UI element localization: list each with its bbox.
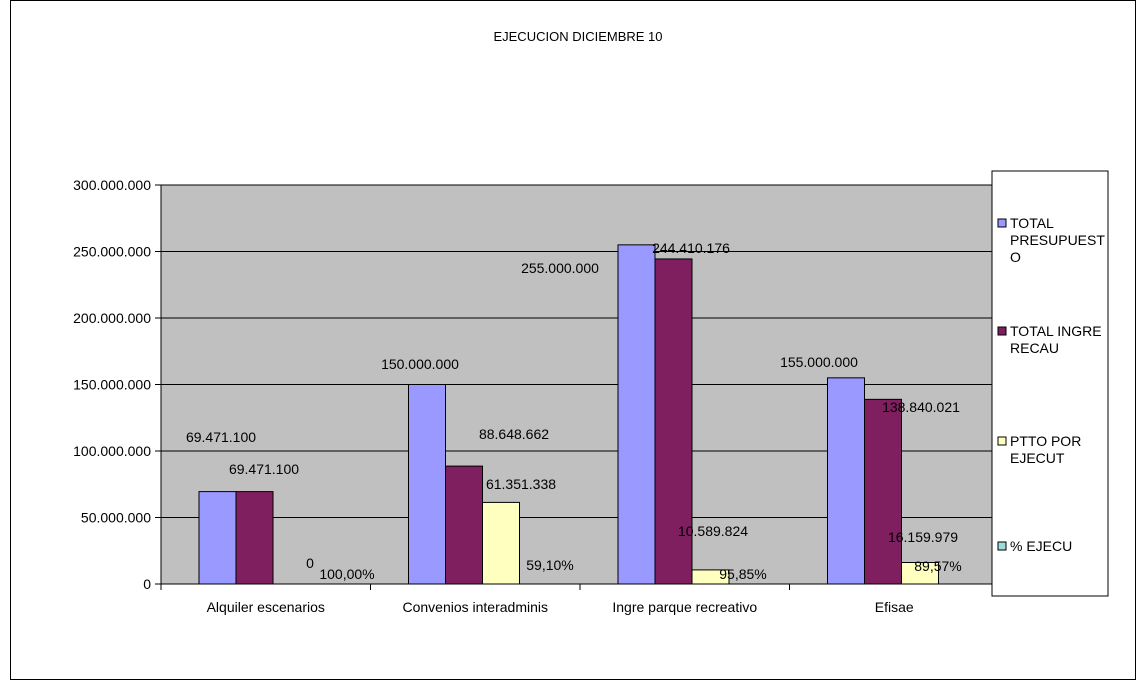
data-label: 16.159.979 bbox=[888, 529, 958, 545]
y-tick-label: 50.000.000 bbox=[81, 510, 151, 526]
data-label: 244.410.176 bbox=[652, 240, 730, 256]
data-label: 150.000.000 bbox=[381, 356, 459, 372]
legend-label: O bbox=[1010, 249, 1021, 265]
category-label: Alquiler escenarios bbox=[207, 599, 325, 615]
data-label: 95,85% bbox=[719, 566, 766, 582]
bar bbox=[617, 244, 656, 585]
y-tick-label: 100.000.000 bbox=[73, 443, 151, 459]
data-label: 0 bbox=[306, 555, 314, 571]
chart-frame: EJECUCION DICIEMBRE 10 0 50.000.000 100.00… bbox=[10, 0, 1136, 680]
legend-swatch bbox=[997, 436, 1007, 446]
data-label: 61.351.338 bbox=[486, 476, 556, 492]
y-tick-label: 150.000.000 bbox=[73, 377, 151, 393]
data-label: 88.648.662 bbox=[479, 426, 549, 442]
y-tick-label: 300.000.000 bbox=[73, 177, 151, 193]
legend-swatch bbox=[997, 541, 1007, 551]
legend-label: PTTO POR bbox=[1010, 433, 1081, 449]
chart-title: EJECUCION DICIEMBRE 10 bbox=[493, 29, 662, 44]
data-label: 155.000.000 bbox=[780, 354, 858, 370]
legend-label: PRESUPUEST bbox=[1010, 232, 1105, 248]
bar bbox=[482, 501, 520, 585]
data-label: 69.471.100 bbox=[186, 429, 256, 445]
legend-label: TOTAL bbox=[1010, 215, 1054, 231]
legend-label: RECAU bbox=[1010, 340, 1059, 356]
data-label: 100,00% bbox=[319, 566, 374, 582]
data-label: 89,57% bbox=[914, 558, 961, 574]
bar bbox=[198, 491, 237, 585]
data-label: 10.589.824 bbox=[678, 523, 748, 539]
bar bbox=[654, 258, 693, 585]
legend-swatch bbox=[997, 326, 1007, 336]
legend-box bbox=[991, 170, 1109, 597]
bar bbox=[901, 562, 939, 585]
bar bbox=[691, 569, 730, 585]
y-tick-label: 200.000.000 bbox=[73, 310, 151, 326]
bar bbox=[827, 377, 865, 585]
bar bbox=[408, 384, 446, 585]
chart-svg: EJECUCION DICIEMBRE 10 0 50.000.000 100.00… bbox=[73, 29, 1109, 615]
y-tick-label: 250.000.000 bbox=[73, 244, 151, 260]
legend-label: % EJECU bbox=[1010, 538, 1072, 554]
category-label: Efisae bbox=[875, 599, 914, 615]
legend-label: EJECUT bbox=[1010, 450, 1065, 466]
data-label: 138.840.021 bbox=[882, 399, 960, 415]
bar bbox=[864, 398, 902, 585]
legend-label: TOTAL INGRE bbox=[1010, 323, 1102, 339]
data-label: 59,10% bbox=[526, 557, 573, 573]
bar bbox=[235, 491, 274, 585]
y-tick-label: 0 bbox=[143, 576, 151, 592]
data-label: 69.471.100 bbox=[229, 461, 299, 477]
legend-swatch bbox=[997, 218, 1007, 228]
data-label: 255.000.000 bbox=[521, 260, 599, 276]
category-label: Convenios interadminis bbox=[402, 599, 548, 615]
category-label: Ingre parque recreativo bbox=[612, 599, 757, 615]
bar bbox=[445, 465, 483, 585]
